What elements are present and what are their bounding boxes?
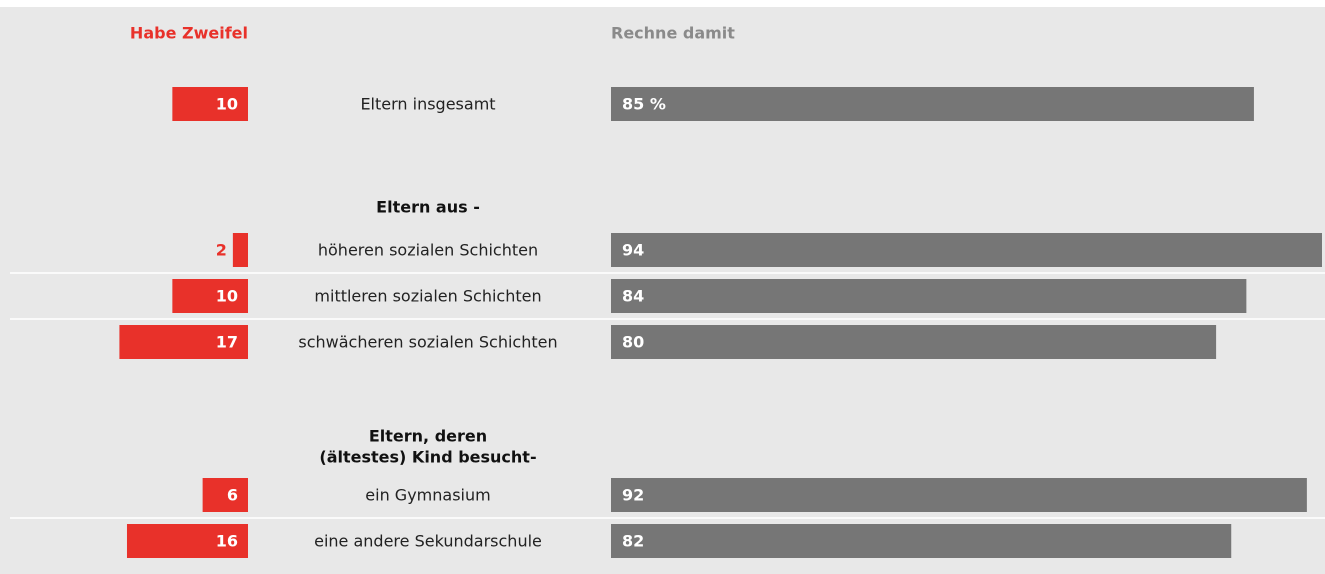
left-bar — [172, 87, 248, 121]
left-value-label: 2 — [216, 241, 227, 260]
left-legend: Habe Zweifel — [130, 24, 248, 43]
top-rule — [0, 0, 1325, 7]
left-bar — [126, 524, 248, 558]
left-bar — [172, 279, 248, 313]
category-label: mittleren sozialen Schichten — [314, 287, 541, 306]
right-value-label: 94 — [622, 241, 644, 260]
left-value-label: 17 — [216, 333, 238, 352]
right-bar — [611, 325, 1217, 359]
right-value-label: 80 — [622, 333, 644, 352]
right-value-label: 92 — [622, 486, 644, 505]
right-value-label: 82 — [622, 532, 644, 551]
right-bar — [611, 279, 1247, 313]
left-bar — [119, 325, 249, 359]
left-value-label: 10 — [216, 95, 238, 114]
left-value-label: 6 — [227, 486, 238, 505]
group-title: (ältestes) Kind besucht- — [319, 448, 536, 467]
right-legend: Rechne damit — [611, 24, 735, 43]
category-label: ein Gymnasium — [365, 486, 490, 505]
right-value-label: 84 — [622, 287, 644, 306]
category-label: Eltern insgesamt — [360, 95, 495, 114]
category-label: schwächeren sozialen Schichten — [298, 333, 557, 352]
group-title: Eltern, deren — [369, 427, 487, 446]
group-title: Eltern aus - — [376, 198, 480, 217]
right-bar — [611, 524, 1232, 558]
category-label: eine andere Sekundarschule — [314, 532, 542, 551]
left-value-label: 16 — [216, 532, 238, 551]
left-bar — [232, 233, 248, 267]
left-value-label: 10 — [216, 287, 238, 306]
right-value-label: 85 % — [622, 95, 666, 114]
left-bar — [202, 478, 248, 512]
category-label: höheren sozialen Schichten — [318, 241, 538, 260]
right-bar — [611, 233, 1322, 267]
right-bar — [611, 478, 1307, 512]
right-bar — [611, 87, 1254, 121]
